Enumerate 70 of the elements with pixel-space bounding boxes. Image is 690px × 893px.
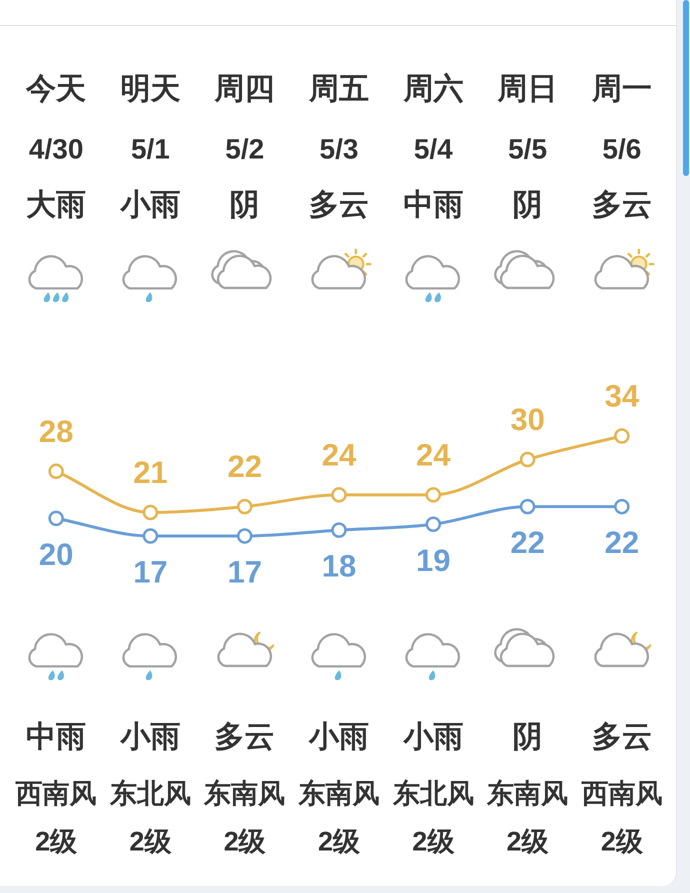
data-label: 21	[133, 455, 168, 490]
text: 东南风	[298, 778, 380, 808]
data-label: 22	[604, 525, 640, 560]
text: 小雨	[308, 720, 369, 754]
text: 5/1	[130, 134, 170, 165]
point	[236, 498, 252, 514]
point	[520, 498, 536, 514]
text: 5/2	[225, 134, 264, 165]
data-label: 20	[38, 536, 74, 572]
point	[614, 428, 630, 444]
text: 多云	[592, 188, 652, 222]
data-label: 22	[510, 525, 545, 560]
point	[614, 498, 630, 514]
x-tick-label: 今天	[25, 72, 86, 106]
x-tick-label: 周日	[496, 72, 558, 106]
text: 5/4	[414, 134, 454, 165]
data-label: 18	[322, 548, 356, 584]
point	[48, 464, 64, 480]
text: 西南风	[14, 778, 97, 808]
text: 5/5	[508, 134, 548, 165]
point	[236, 528, 252, 544]
point	[426, 516, 442, 532]
text: 2级	[224, 826, 267, 856]
data-label: 24	[416, 437, 452, 472]
point	[48, 510, 64, 526]
text: 东南风	[203, 778, 286, 808]
text: 西南风	[580, 778, 662, 808]
text: 4/30	[28, 134, 84, 165]
text: 多云	[592, 720, 652, 754]
text: 东北风	[108, 778, 191, 808]
text: 多云	[214, 720, 275, 754]
text: 阴	[512, 188, 543, 222]
text: 小雨	[402, 720, 464, 754]
text: 5/3	[320, 134, 358, 165]
text: 大雨	[26, 188, 86, 222]
text: 阴	[512, 720, 543, 754]
x-tick-label: 明天	[120, 72, 180, 106]
text: 2级	[412, 826, 456, 856]
x-tick-label: 周六	[402, 72, 464, 106]
text: 2级	[129, 826, 172, 856]
text: 2级	[506, 826, 550, 856]
point	[331, 487, 347, 503]
text: 东北风	[392, 778, 474, 808]
data-label: 30	[510, 402, 545, 438]
text: 东南风	[486, 778, 568, 808]
text: 中雨	[403, 188, 464, 222]
point	[520, 452, 536, 468]
x-tick-label: 周五	[308, 72, 369, 106]
point	[142, 528, 158, 544]
text: 小雨	[119, 188, 180, 222]
text: 2级	[318, 826, 361, 856]
text: 中雨	[26, 720, 86, 754]
text: 小雨	[119, 720, 180, 754]
data-label: 17	[133, 554, 168, 590]
text: 多云	[309, 188, 369, 222]
text: 2级	[600, 826, 644, 856]
data-label: 22	[227, 449, 262, 484]
point	[331, 522, 347, 538]
x-tick-label: 周一	[590, 72, 652, 106]
data-label: 17	[227, 554, 262, 590]
point	[426, 487, 442, 503]
text: 5/6	[602, 134, 642, 165]
text: 阴	[230, 188, 260, 222]
data-label: 24	[322, 437, 357, 472]
data-label: 34	[604, 378, 640, 414]
data-label: 28	[38, 414, 74, 449]
point	[142, 504, 158, 520]
text: 2级	[35, 826, 78, 856]
data-label: 19	[416, 542, 451, 578]
x-tick-label: 周四	[214, 72, 275, 106]
